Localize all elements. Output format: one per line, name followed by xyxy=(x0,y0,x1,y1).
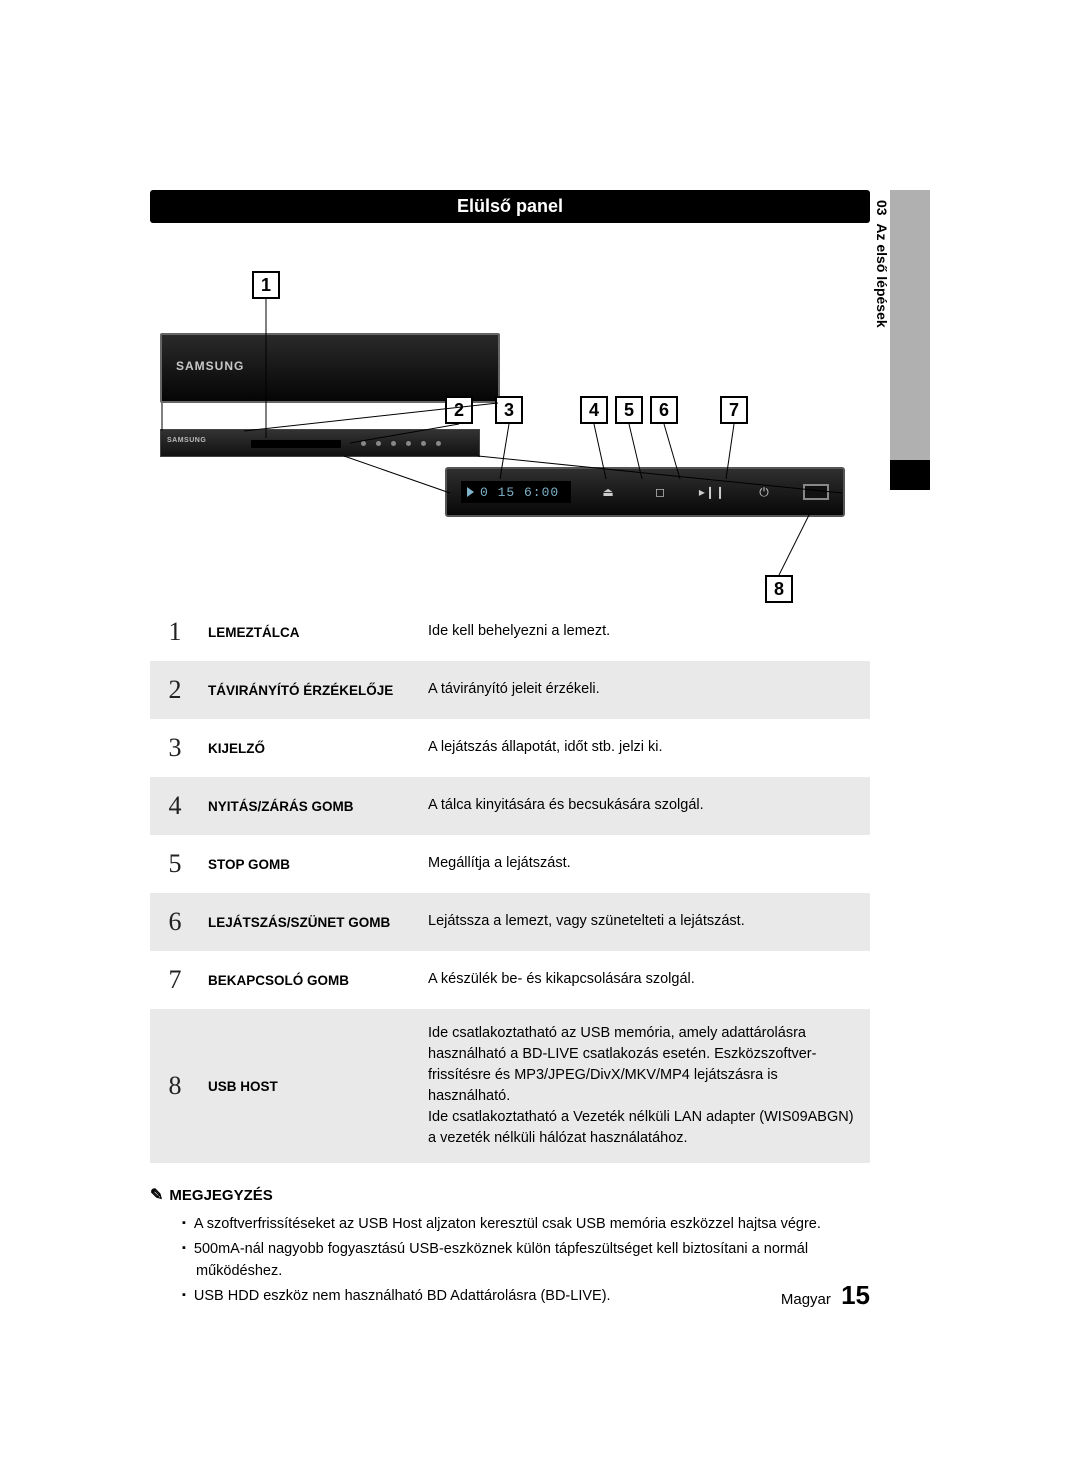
table-row: 4NYITÁS/ZÁRÁS GOMBA tálca kinyitására és… xyxy=(150,777,870,835)
chapter-title: Az első lépések xyxy=(874,223,890,327)
row-description: A távirányító jeleit érzékeli. xyxy=(420,661,870,719)
table-row: 5STOP GOMBMegállítja a lejátszást. xyxy=(150,835,870,893)
row-description: Ide kell behelyezni a lemezt. xyxy=(420,603,870,661)
note-item: A szoftverfrissítéseket az USB Host aljz… xyxy=(182,1213,870,1235)
row-label: LEJÁTSZÁS/SZÜNET GOMB xyxy=(200,893,420,951)
row-label: BEKAPCSOLÓ GOMB xyxy=(200,951,420,1009)
table-row: 2TÁVIRÁNYÍTÓ ÉRZÉKELŐJEA távirányító jel… xyxy=(150,661,870,719)
sidebar-chapter-label: 03 Az első lépések xyxy=(874,200,890,328)
row-description: Ide csatlakoztatható az USB memória, ame… xyxy=(420,1009,870,1163)
table-row: 3KIJELZŐA lejátszás állapotát, időt stb.… xyxy=(150,719,870,777)
note-item: 500mA-nál nagyobb fogyasztású USB-eszköz… xyxy=(182,1238,870,1283)
row-description: A készülék be- és kikapcsolására szolgál… xyxy=(420,951,870,1009)
device-closeup: SAMSUNG xyxy=(160,333,500,403)
brand-logo: SAMSUNG xyxy=(176,359,244,373)
footer-language: Magyar xyxy=(781,1291,831,1308)
row-label: TÁVIRÁNYÍTÓ ÉRZÉKELŐJE xyxy=(200,661,420,719)
callout-8: 8 xyxy=(765,575,793,603)
row-number: 5 xyxy=(150,835,200,893)
play-icon xyxy=(467,487,474,497)
mini-btn xyxy=(436,441,441,446)
row-number: 2 xyxy=(150,661,200,719)
mini-btn xyxy=(361,441,366,446)
sidebar-tab xyxy=(890,190,930,460)
power-icon: ⏻ xyxy=(749,485,779,500)
row-number: 4 xyxy=(150,777,200,835)
display-time: 0 15 6:00 xyxy=(480,485,559,500)
disc-slot xyxy=(251,440,341,448)
callout-4: 4 xyxy=(580,396,608,424)
row-description: Megállítja a lejátszást. xyxy=(420,835,870,893)
callout-6: 6 xyxy=(650,396,678,424)
eject-icon: ⏏ xyxy=(593,485,623,499)
mini-btn xyxy=(406,441,411,446)
stop-icon: ◻ xyxy=(645,485,675,499)
brand-logo-small: SAMSUNG xyxy=(167,437,206,444)
row-label: KIJELZŐ xyxy=(200,719,420,777)
row-label: USB HOST xyxy=(200,1009,420,1163)
mini-btn xyxy=(391,441,396,446)
row-label: NYITÁS/ZÁRÁS GOMB xyxy=(200,777,420,835)
table-row: 7BEKAPCSOLÓ GOMBA készülék be- és kikapc… xyxy=(150,951,870,1009)
mini-btn xyxy=(376,441,381,446)
callout-3: 3 xyxy=(495,396,523,424)
row-description: Lejátssza a lemezt, vagy szünetelteti a … xyxy=(420,893,870,951)
section-title: Elülső panel xyxy=(457,196,563,216)
row-description: A lejátszás állapotát, időt stb. jelzi k… xyxy=(420,719,870,777)
usb-port xyxy=(803,484,829,500)
row-number: 1 xyxy=(150,603,200,661)
page-content: Elülső panel SAMSUNG SAMSUNG 0 15 6:00 ⏏… xyxy=(150,190,870,1309)
callout-1: 1 xyxy=(252,271,280,299)
row-label: STOP GOMB xyxy=(200,835,420,893)
chapter-number: 03 xyxy=(874,200,890,216)
row-number: 7 xyxy=(150,951,200,1009)
page-footer: Magyar 15 xyxy=(150,1280,870,1311)
page-number: 15 xyxy=(841,1280,870,1310)
playback-display: 0 15 6:00 xyxy=(461,481,571,503)
callout-5: 5 xyxy=(615,396,643,424)
table-row: 8USB HOSTIde csatlakoztatható az USB mem… xyxy=(150,1009,870,1163)
mini-btn xyxy=(421,441,426,446)
notes-heading: MEGJEGYZÉS xyxy=(150,1185,870,1205)
table-row: 6LEJÁTSZÁS/SZÜNET GOMBLejátssza a lemezt… xyxy=(150,893,870,951)
device-full: SAMSUNG xyxy=(160,429,480,457)
row-number: 8 xyxy=(150,1009,200,1163)
row-number: 6 xyxy=(150,893,200,951)
front-panel-diagram: SAMSUNG SAMSUNG 0 15 6:00 ⏏ ◻ ▸❙❙ ⏻ xyxy=(150,243,870,603)
section-header: Elülső panel xyxy=(150,190,870,223)
callout-2: 2 xyxy=(445,396,473,424)
row-number: 3 xyxy=(150,719,200,777)
table-row: 1LEMEZTÁLCAIde kell behelyezni a lemezt. xyxy=(150,603,870,661)
device-detail-strip: 0 15 6:00 ⏏ ◻ ▸❙❙ ⏻ xyxy=(445,467,845,517)
row-label: LEMEZTÁLCA xyxy=(200,603,420,661)
play-pause-icon: ▸❙❙ xyxy=(697,485,727,499)
row-description: A tálca kinyitására és becsukására szolg… xyxy=(420,777,870,835)
parts-table: 1LEMEZTÁLCAIde kell behelyezni a lemezt.… xyxy=(150,603,870,1163)
callout-7: 7 xyxy=(720,396,748,424)
sidebar-black-strip xyxy=(890,460,930,490)
